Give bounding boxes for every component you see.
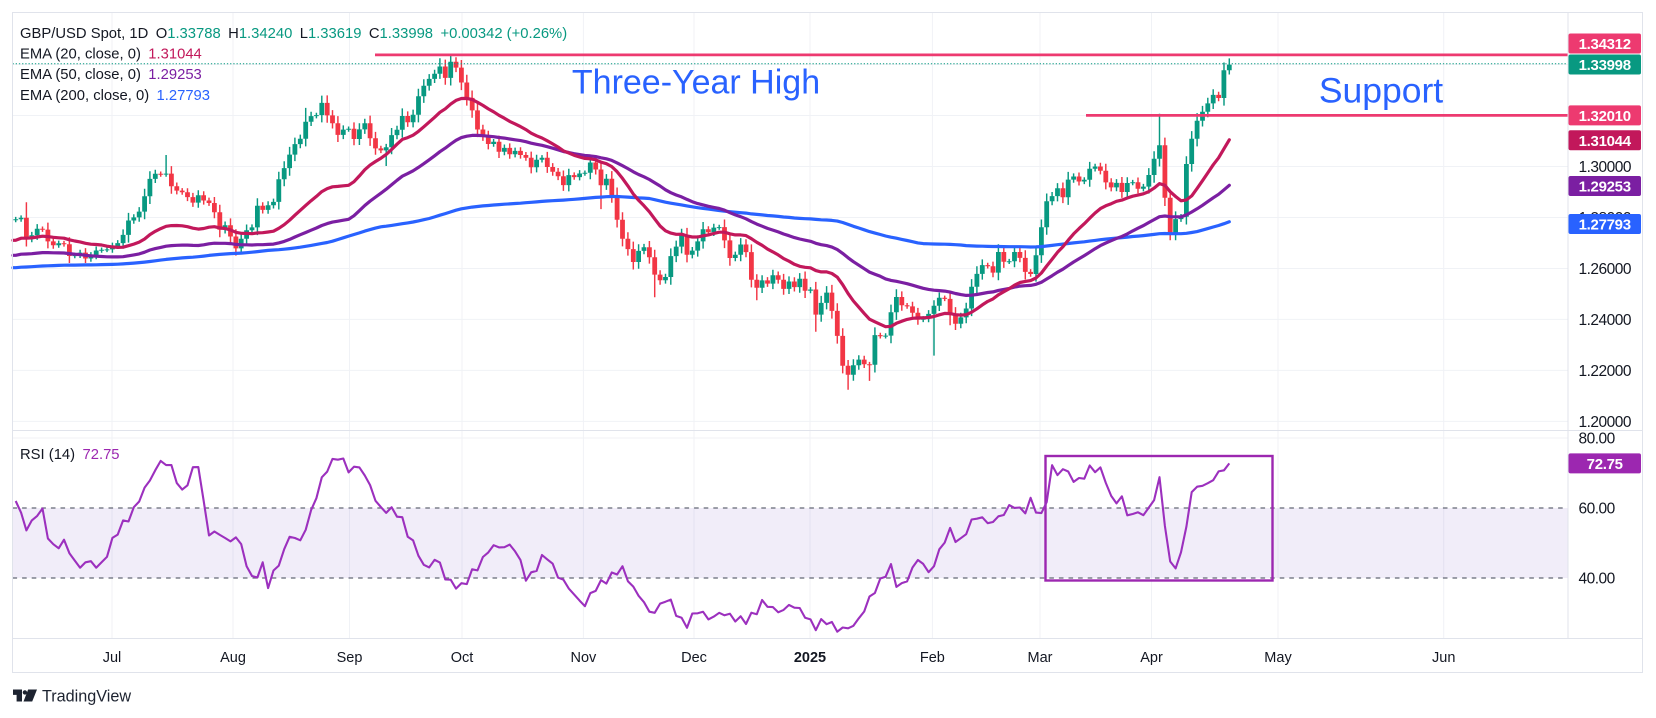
svg-text:1.34312: 1.34312 <box>1579 36 1631 53</box>
svg-text:Jul: Jul <box>103 650 122 666</box>
svg-text:Three-Year High: Three-Year High <box>572 64 820 102</box>
svg-text:Aug: Aug <box>220 650 246 666</box>
svg-text:EMA (50, close, 0) 1.29253: EMA (50, close, 0) 1.29253 <box>20 67 202 83</box>
svg-text:1.20000: 1.20000 <box>1579 414 1632 431</box>
svg-text:Jun: Jun <box>1432 650 1455 666</box>
svg-text:60.00: 60.00 <box>1579 501 1616 518</box>
svg-text:EMA (200, close, 0) 1.27793: EMA (200, close, 0) 1.27793 <box>20 88 210 104</box>
svg-text:1.24000: 1.24000 <box>1579 312 1632 329</box>
svg-text:May: May <box>1264 650 1292 666</box>
svg-text:1.32010: 1.32010 <box>1579 108 1631 125</box>
svg-text:RSI (14) 72.75: RSI (14) 72.75 <box>20 447 120 463</box>
svg-text:72.75: 72.75 <box>1587 456 1623 473</box>
svg-text:Sep: Sep <box>337 650 363 666</box>
svg-text:Dec: Dec <box>681 650 707 666</box>
svg-text:Nov: Nov <box>571 650 598 666</box>
svg-text:80.00: 80.00 <box>1579 430 1616 447</box>
svg-text:1.33998: 1.33998 <box>1579 57 1631 74</box>
svg-text:Mar: Mar <box>1028 650 1053 666</box>
svg-text:Feb: Feb <box>920 650 945 666</box>
svg-text:1.30000: 1.30000 <box>1579 159 1632 176</box>
svg-text:2025: 2025 <box>794 650 826 666</box>
svg-text:GBP/USD Spot, 1D O1.33788 H1.3: GBP/USD Spot, 1D O1.33788 H1.34240 L1.33… <box>20 26 567 42</box>
svg-text:EMA (20, close, 0) 1.31044: EMA (20, close, 0) 1.31044 <box>20 47 202 63</box>
svg-text:1.29253: 1.29253 <box>1579 179 1631 196</box>
svg-text:TradingView: TradingView <box>42 688 131 706</box>
svg-text:Oct: Oct <box>451 650 474 666</box>
svg-text:Apr: Apr <box>1140 650 1163 666</box>
svg-text:1.26000: 1.26000 <box>1579 261 1632 278</box>
svg-text:1.27793: 1.27793 <box>1579 217 1631 234</box>
svg-text:Support: Support <box>1319 71 1443 111</box>
svg-text:1.22000: 1.22000 <box>1579 363 1632 380</box>
svg-text:40.00: 40.00 <box>1579 571 1616 588</box>
svg-text:1.31044: 1.31044 <box>1579 133 1632 150</box>
